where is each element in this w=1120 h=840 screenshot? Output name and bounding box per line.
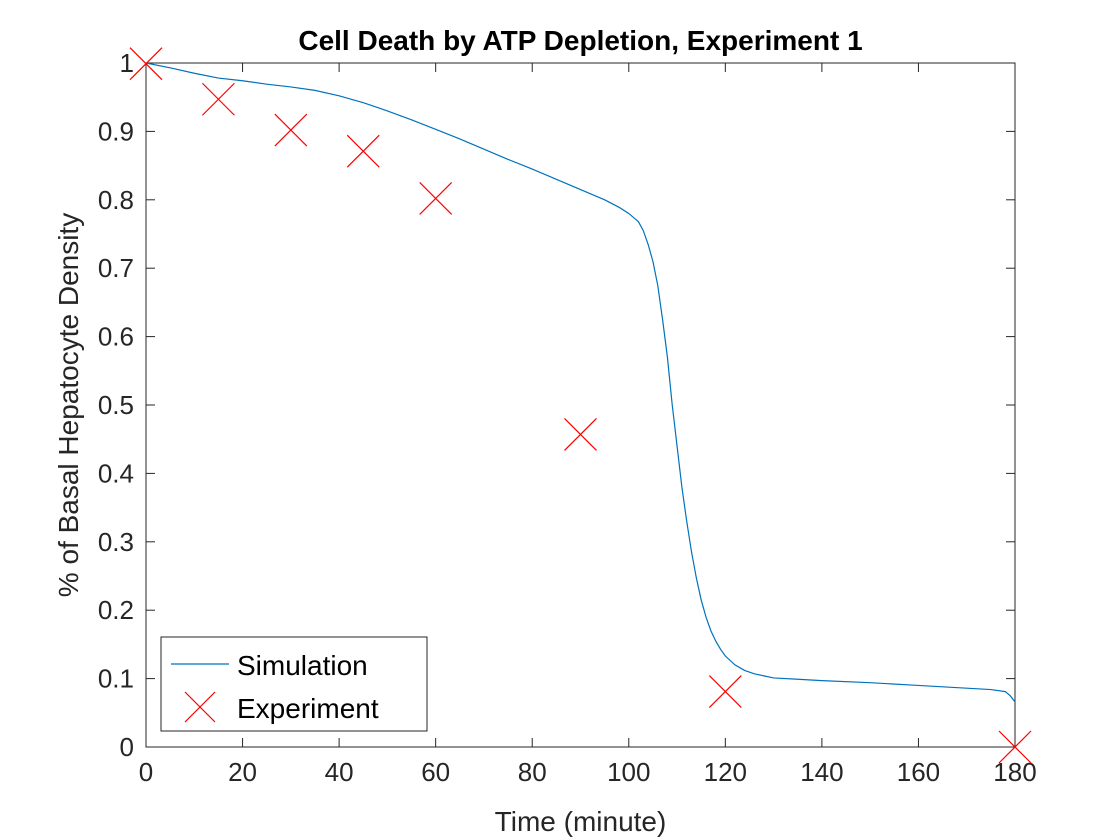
x-tick-label: 40: [325, 757, 354, 787]
chart-title: Cell Death by ATP Depletion, Experiment …: [298, 25, 862, 56]
x-tick-label: 0: [139, 757, 153, 787]
x-tick-label: 120: [704, 757, 747, 787]
y-tick-label: 0.2: [98, 595, 134, 625]
y-tick-label: 0.7: [98, 253, 134, 283]
y-tick-label: 0.1: [98, 664, 134, 694]
y-tick-label: 0.4: [98, 458, 134, 488]
y-tick-label: 0.5: [98, 390, 134, 420]
legend-box: [160, 636, 428, 732]
series-layer: [129, 47, 1032, 764]
y-tick-label: 0.3: [98, 527, 134, 557]
simulation-line: [145, 62, 1016, 703]
experiment-point: [708, 675, 742, 709]
y-tick-label: 0: [120, 732, 134, 762]
experiment-point: [201, 82, 235, 116]
experiment-point: [129, 47, 163, 81]
x-tick-label: 160: [897, 757, 940, 787]
y-tick-label: 0.6: [98, 322, 134, 352]
x-axis-ticks: 0 20 40 60 80 100 120 140 160 180: [139, 63, 1037, 787]
experiment-point: [346, 134, 380, 168]
y-tick-label: 0.9: [98, 116, 134, 146]
experiment-point: [419, 182, 453, 215]
x-tick-label: 60: [421, 757, 450, 787]
plot-area: [145, 62, 1016, 748]
experiment-point: [564, 417, 597, 451]
y-tick-label: 0.8: [98, 185, 134, 215]
legend: Simulation Experiment: [160, 636, 428, 732]
legend-marker-swatch: [184, 691, 216, 723]
y-axis-ticks: 0 0.1 0.2 0.3 0.4 0.5 0.6 0.7 0.8 0.9 1: [98, 48, 1015, 762]
y-tick-label: 1: [120, 48, 134, 78]
legend-entry-simulation: Simulation: [237, 650, 368, 681]
x-tick-label: 20: [228, 757, 257, 787]
experiment-point: [998, 730, 1032, 764]
x-axis-label: Time (minute): [495, 806, 667, 837]
experiment-point: [274, 113, 308, 147]
x-tick-label: 100: [607, 757, 650, 787]
y-axis-label: % of Basal Hepatocyte Density: [53, 213, 84, 597]
legend-entry-experiment: Experiment: [237, 693, 379, 724]
axes-box: [145, 62, 1016, 748]
x-tick-label: 140: [800, 757, 843, 787]
x-tick-label: 80: [518, 757, 547, 787]
